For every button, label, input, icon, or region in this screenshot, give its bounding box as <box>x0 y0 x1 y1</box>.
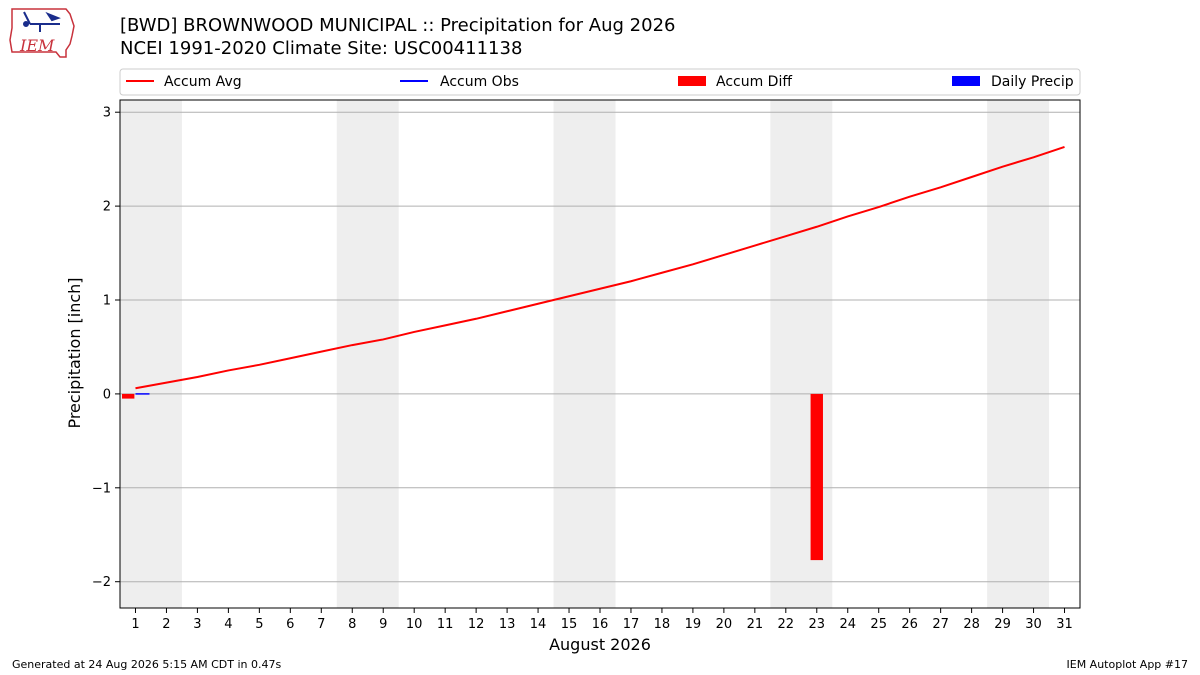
y-gridlines <box>120 111 1080 583</box>
weekend-band-5 <box>987 100 1050 608</box>
iem-logo: IEM <box>9 8 75 58</box>
y-axis-label: Precipitation [inch] <box>65 277 84 428</box>
weekend-band-1 <box>120 100 182 608</box>
x-tick-label-29: 29 <box>994 617 1011 632</box>
weekend-band-3 <box>553 100 616 608</box>
footer-generated: Generated at 24 Aug 2026 5:15 AM CDT in … <box>12 658 281 671</box>
x-tick-label-5: 5 <box>255 617 263 632</box>
x-tick-label-30: 30 <box>1025 617 1042 632</box>
x-tick-label-1: 1 <box>131 617 139 632</box>
x-tick-label-13: 13 <box>499 617 516 632</box>
x-tick-label-17: 17 <box>623 617 640 632</box>
x-tick-label-10: 10 <box>406 617 423 632</box>
x-tick-label-14: 14 <box>530 617 547 632</box>
chart-title-line2: NCEI 1991-2020 Climate Site: USC00411138 <box>120 38 522 59</box>
x-tick-label-2: 2 <box>162 617 170 632</box>
x-axis-ticks: 1 2 3 4 5 6 7 8 9 10 11 12 13 14 15 16 17 18 19 20 21 22 23 24 2… <box>131 608 1073 632</box>
chart-title-line1: [BWD] BROWNWOOD MUNICIPAL :: Precipitati… <box>120 15 676 36</box>
weekend-shading <box>120 100 1050 608</box>
y-tick-label-3: 0 <box>103 387 111 402</box>
x-tick-label-4: 4 <box>224 617 232 632</box>
line-series <box>135 146 1065 395</box>
x-tick-label-21: 21 <box>747 617 764 632</box>
legend-item-accum-obs: Accum Obs <box>400 74 519 90</box>
x-tick-label-28: 28 <box>963 617 980 632</box>
footer-app-id: IEM Autoplot App #17 <box>1067 658 1189 671</box>
x-tick-label-3: 3 <box>193 617 201 632</box>
y-tick-label-2: 1 <box>103 294 111 309</box>
y-axis-ticks: 3 2 1 0 −1 −2 <box>92 106 120 590</box>
legend-item-accum-avg: Accum Avg <box>126 74 242 90</box>
x-tick-label-22: 22 <box>778 617 795 632</box>
x-tick-label-9: 9 <box>379 617 387 632</box>
legend-swatch-accum-diff <box>678 76 706 86</box>
x-tick-label-25: 25 <box>870 617 887 632</box>
legend-swatch-daily-precip <box>952 76 980 86</box>
x-tick-label-26: 26 <box>901 617 918 632</box>
y-tick-label-0: 3 <box>103 106 111 121</box>
x-tick-label-20: 20 <box>716 617 733 632</box>
legend-label-accum-obs: Accum Obs <box>440 74 519 90</box>
legend: Accum Avg Accum Obs Accum Diff Daily Pre… <box>119 68 1081 96</box>
x-tick-label-31: 31 <box>1056 617 1073 632</box>
weather-station-icon <box>23 11 61 32</box>
x-tick-label-15: 15 <box>561 617 578 632</box>
x-tick-label-19: 19 <box>685 617 702 632</box>
bar-series <box>122 393 823 561</box>
y-tick-label-4: −1 <box>92 481 111 496</box>
legend-label-daily-precip: Daily Precip <box>991 74 1074 90</box>
x-tick-label-27: 27 <box>932 617 949 632</box>
y-tick-label-5: −2 <box>92 575 111 590</box>
x-tick-label-11: 11 <box>437 617 454 632</box>
x-tick-label-16: 16 <box>592 617 609 632</box>
x-tick-label-7: 7 <box>317 617 325 632</box>
accum-diff-bar-1 <box>122 393 135 399</box>
accum-diff-bar-23 <box>810 393 823 561</box>
legend-item-accum-diff: Accum Diff <box>678 74 792 90</box>
logo-text: IEM <box>19 36 55 55</box>
legend-label-accum-avg: Accum Avg <box>164 74 242 90</box>
x-tick-label-8: 8 <box>348 617 356 632</box>
x-tick-label-24: 24 <box>839 617 856 632</box>
x-tick-label-18: 18 <box>654 617 671 632</box>
weekend-band-2 <box>336 100 399 608</box>
y-tick-label-1: 2 <box>103 200 111 215</box>
x-tick-label-23: 23 <box>809 617 826 632</box>
x-tick-label-6: 6 <box>286 617 294 632</box>
legend-frame <box>119 68 1081 96</box>
iowa-outline-icon <box>9 8 75 58</box>
x-tick-label-12: 12 <box>468 617 485 632</box>
accum-avg-line <box>135 146 1065 390</box>
x-axis-label: August 2026 <box>549 635 651 654</box>
legend-item-daily-precip: Daily Precip <box>952 74 1074 90</box>
legend-label-accum-diff: Accum Diff <box>716 74 792 90</box>
